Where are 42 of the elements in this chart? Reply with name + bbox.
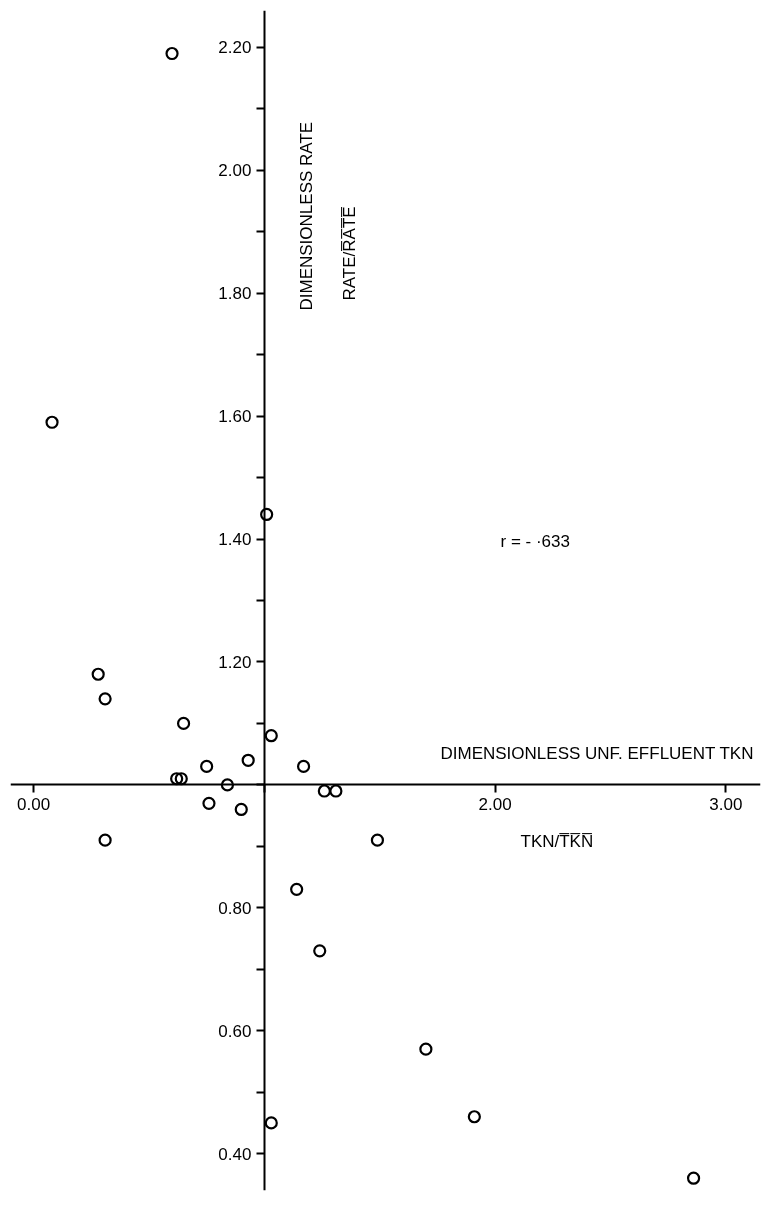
point	[241, 753, 255, 767]
point	[686, 1171, 701, 1185]
point	[264, 1116, 278, 1130]
y-tick-label: 0.40	[218, 1144, 252, 1164]
annotation: r = - ·633	[500, 531, 570, 551]
x-tick-label: 2.00	[478, 794, 512, 814]
x-tick-label: 3.00	[709, 794, 743, 814]
y-tick-label: 1.80	[218, 284, 252, 304]
y-tick-label: 0.60	[218, 1021, 252, 1041]
y-tick-label: 0.80	[218, 898, 252, 918]
annotation: RATE/R̅A̅T̅E̅	[339, 206, 359, 301]
point	[91, 667, 105, 681]
point	[370, 833, 385, 847]
x-axis-title: DIMENSIONLESS UNF. EFFLUENT TKN	[440, 743, 754, 763]
point	[260, 507, 274, 522]
point	[313, 944, 327, 958]
point	[264, 729, 278, 743]
point	[98, 833, 112, 847]
y-axis-title: DIMENSIONLESS RATE	[296, 121, 316, 311]
annotation: TKN/T̅K̅N̅	[520, 831, 594, 851]
point	[170, 772, 184, 786]
y-tick-label: 2.00	[218, 161, 252, 181]
point	[202, 796, 216, 810]
point	[317, 784, 331, 798]
y-tick-label: 2.20	[218, 38, 252, 58]
y-tick-label: 1.40	[218, 530, 252, 550]
point	[176, 716, 191, 731]
point	[45, 415, 59, 429]
point	[200, 759, 214, 774]
y-tick-label: 1.20	[218, 652, 252, 672]
point	[296, 759, 311, 774]
point	[98, 692, 112, 706]
y-tick-label: 1.60	[218, 407, 252, 427]
x-tick-label: 0.00	[17, 794, 51, 814]
point	[220, 778, 235, 792]
point	[174, 772, 188, 786]
point	[329, 784, 343, 798]
point	[165, 46, 179, 61]
point	[467, 1110, 481, 1124]
point	[419, 1042, 433, 1056]
point	[234, 802, 248, 817]
point	[290, 882, 304, 896]
